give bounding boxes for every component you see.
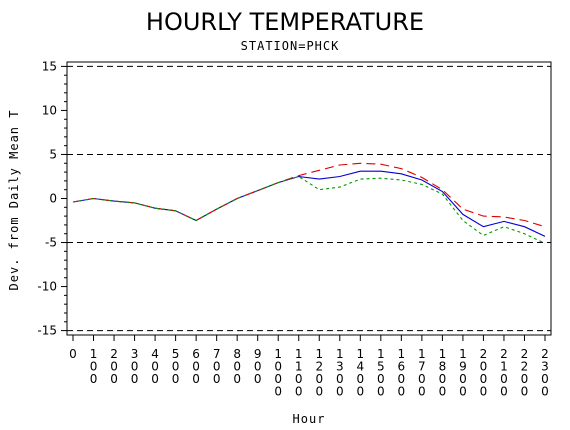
y-axis-label: Dev. from Daily Mean T bbox=[7, 110, 21, 291]
y-tick-label: 10 bbox=[42, 103, 57, 117]
x-axis: 0 1 0 0 2 0 0 3 0 0 4 0 0 5 0 0 6 0 0 7 0 0 8 0 0 9 0 0 1 0 0 0 1 1 0 0 1 2 0 0… bbox=[69, 335, 549, 399]
y-tick-label: -15 bbox=[37, 324, 57, 338]
y-tick-label: -10 bbox=[37, 280, 57, 294]
series-line-1 bbox=[72, 170, 546, 237]
x-tick-label: 0 bbox=[69, 347, 77, 361]
series-line-3 bbox=[72, 175, 546, 244]
chart-subtitle: STATION=PHCK bbox=[241, 39, 340, 53]
x-axis-label: Hour bbox=[293, 412, 326, 426]
chart-title: HOURLY TEMPERATURE bbox=[146, 8, 424, 36]
series-line-2 bbox=[72, 162, 546, 228]
reference-lines bbox=[67, 65, 551, 332]
y-tick-label: 15 bbox=[42, 59, 57, 73]
y-axis: -15 -10 -5 0 5 10 15 bbox=[37, 59, 67, 338]
y-tick-label: -5 bbox=[45, 236, 57, 250]
y-tick-label: 5 bbox=[49, 147, 57, 161]
series-layer bbox=[72, 162, 546, 244]
y-tick-label: 0 bbox=[49, 192, 57, 206]
plot-frame bbox=[66, 61, 552, 336]
